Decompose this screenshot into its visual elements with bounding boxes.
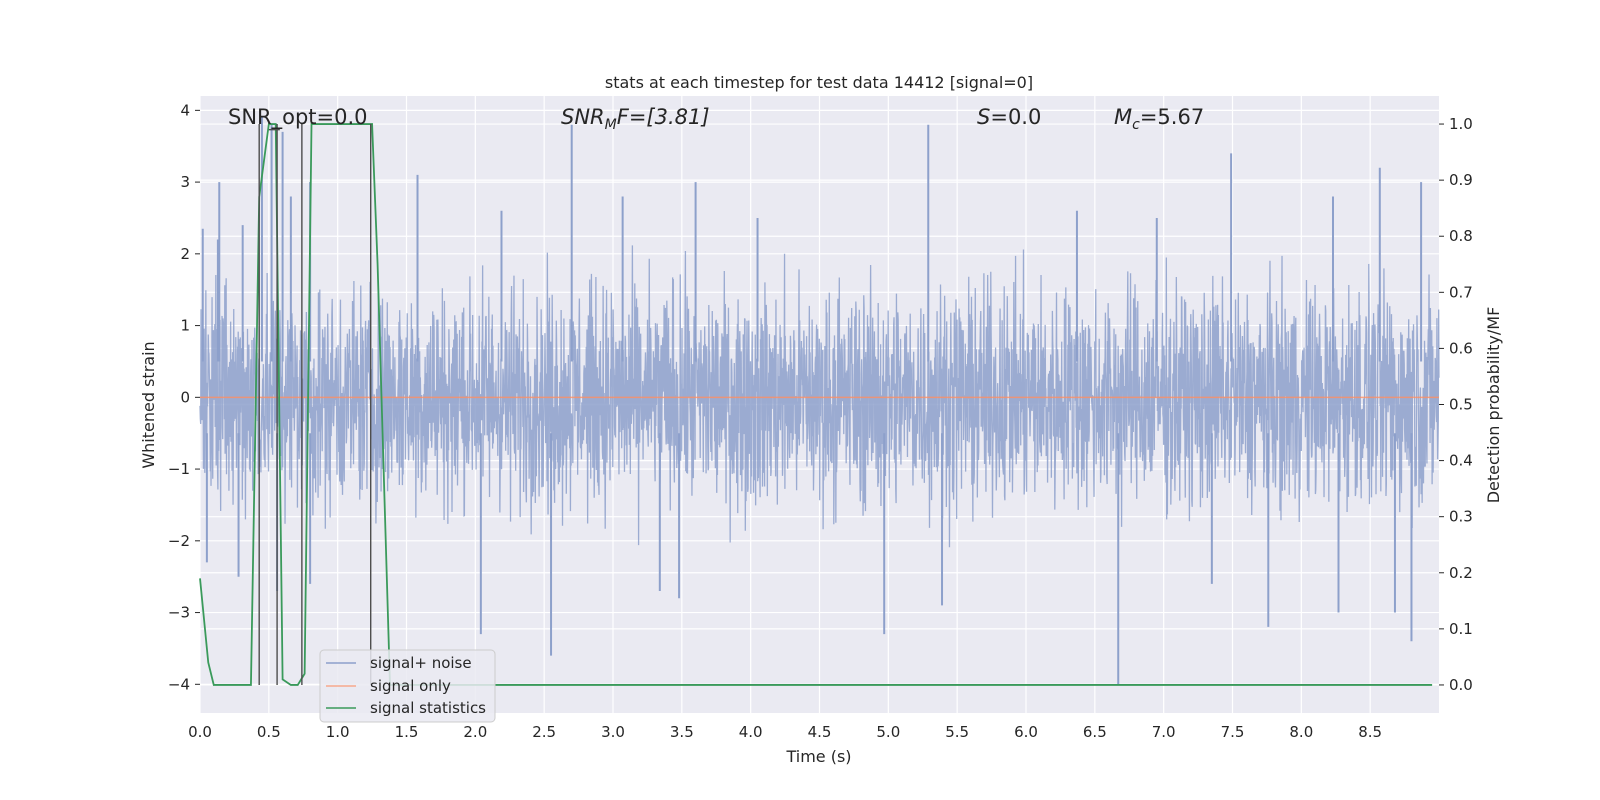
right-tick-label: 0.3 [1449, 508, 1473, 526]
signal-statistics-line [199, 123, 1433, 686]
mc-subscript: c [1132, 117, 1140, 133]
series-signal-statistics [199, 123, 1433, 686]
right-tick-label: 0.4 [1449, 452, 1473, 470]
right-tick-label: 0.1 [1449, 620, 1473, 638]
signal-noise-line [199, 245, 1440, 548]
snr-mf-name: SNR [561, 105, 605, 129]
left-tick-label: 2 [180, 245, 190, 263]
right-tick-label: 1.0 [1449, 115, 1473, 133]
x-tick-label: 3.5 [670, 723, 694, 741]
x-tick-label: 4.0 [739, 723, 763, 741]
x-tick-label: 8.5 [1358, 723, 1382, 741]
annotation-snr-mf: SNRMF=[3.81] [561, 105, 710, 133]
chart-title: stats at each timestep for test data 144… [605, 73, 1033, 92]
left-tick-label: −3 [168, 604, 190, 622]
x-axis-ticks: 0.0 0.5 1.0 1.5 2.0 2.5 3.0 3.5 4.0 4.5 5.0 5.5 6.0 6… [188, 723, 1382, 741]
x-tick-label: 2.0 [463, 723, 487, 741]
s-name: S [977, 105, 990, 129]
left-tick-label: 1 [180, 317, 190, 335]
right-tick-label: 0.0 [1449, 676, 1473, 694]
right-tick-label: 0.5 [1449, 396, 1473, 414]
snr-mf-subscript: M [605, 117, 617, 133]
left-tick-label: 4 [180, 101, 190, 119]
x-tick-label: 1.0 [326, 723, 350, 741]
s-rest: =0.0 [990, 105, 1041, 129]
x-axis-label: Time (s) [785, 747, 851, 766]
x-tick-label: 6.5 [1083, 723, 1107, 741]
left-tick-label: −4 [168, 675, 190, 693]
right-tick-label: 0.7 [1449, 283, 1473, 301]
x-tick-label: 5.5 [945, 723, 969, 741]
left-y-axis-label: Whitened strain [139, 341, 158, 468]
legend: signal+ noise signal only signal statist… [319, 649, 496, 723]
left-y-axis-ticks: 4 3 2 1 0 −1 −2 −3 −4 [168, 101, 200, 693]
right-y-axis-label: Detection probability/MF [1484, 307, 1503, 504]
x-tick-label: 7.5 [1221, 723, 1245, 741]
right-tick-label: 0.9 [1449, 171, 1473, 189]
annotation-mc: Mc=5.67 [1114, 105, 1204, 133]
right-y-axis-ticks: 1.0 0.9 0.8 0.7 0.6 0.5 0.4 0.3 0.2 0.1 0.0 [1439, 115, 1473, 694]
x-tick-label: 6.0 [1014, 723, 1038, 741]
x-tick-label: 8.0 [1289, 723, 1313, 741]
x-tick-label: 1.5 [395, 723, 419, 741]
left-tick-label: 0 [180, 388, 190, 406]
legend-label-signal-statistics: signal statistics [370, 699, 486, 717]
x-tick-label: 2.5 [532, 723, 556, 741]
left-tick-label: 3 [180, 173, 190, 191]
legend-label-signal-noise: signal+ noise [370, 654, 472, 672]
left-tick-label: −1 [168, 460, 190, 478]
x-tick-label: 0.0 [188, 723, 212, 741]
snr-mf-rest: F=[3.81] [617, 105, 710, 129]
annotation-snr-opt: SNR_opt=0.0 [228, 105, 368, 130]
x-tick-label: 5.0 [876, 723, 900, 741]
right-tick-label: 0.8 [1449, 227, 1473, 245]
mc-rest: =5.67 [1140, 105, 1204, 129]
x-tick-label: 7.0 [1152, 723, 1176, 741]
x-tick-label: 4.5 [808, 723, 832, 741]
left-tick-label: −2 [168, 532, 190, 550]
legend-box [319, 649, 496, 723]
right-tick-label: 0.6 [1449, 339, 1473, 357]
x-tick-label: 3.0 [601, 723, 625, 741]
mc-name: M [1114, 105, 1132, 129]
legend-label-signal-only: signal only [370, 677, 451, 695]
vertical-markers [258, 124, 372, 685]
right-tick-label: 0.2 [1449, 564, 1473, 582]
x-tick-label: 0.5 [257, 723, 281, 741]
annotation-s: S=0.0 [977, 105, 1041, 129]
